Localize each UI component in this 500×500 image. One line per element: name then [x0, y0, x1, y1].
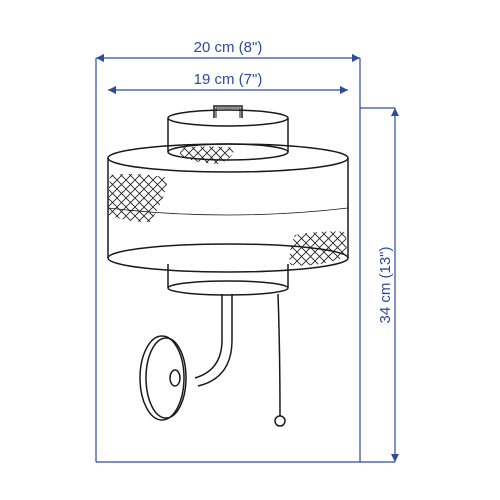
dimension-height: 34 cm (13") — [96, 108, 399, 462]
lamp-arm — [195, 294, 232, 386]
dimension-diagram: 20 cm (8") 19 cm (7") 34 cm (13") — [0, 0, 500, 500]
lamp-bottom-cap — [168, 264, 288, 295]
wall-mount — [140, 336, 186, 420]
lamp-drawing — [108, 106, 348, 426]
outer-width-label: 20 cm (8") — [194, 39, 263, 56]
lamp-top-clip — [214, 106, 242, 118]
pull-cord — [275, 294, 285, 426]
diagram-svg: 20 cm (8") 19 cm (7") 34 cm (13") — [0, 0, 500, 500]
inner-width-label: 19 cm (7") — [194, 71, 263, 88]
height-label: 34 cm (13") — [377, 246, 394, 323]
dimension-inner-width: 19 cm (7") — [108, 71, 348, 94]
